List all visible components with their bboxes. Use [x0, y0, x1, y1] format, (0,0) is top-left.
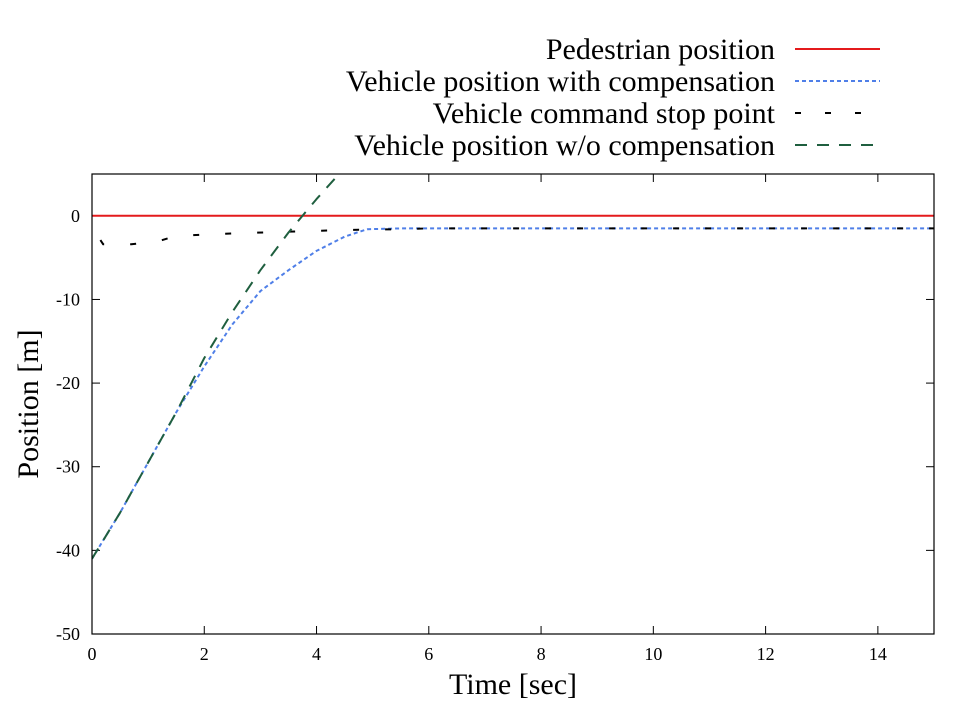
- series-line-vehicle-command-stop-point: [99, 227, 934, 246]
- x-tick-label: 0: [88, 644, 97, 664]
- x-tick-label: 8: [537, 644, 546, 664]
- y-axis-title: Position [m]: [12, 329, 45, 478]
- y-tick-label: 0: [71, 206, 80, 226]
- legend-label-vehicle-position-w-o-compensation: Vehicle position w/o compensation: [354, 129, 775, 162]
- y-tick-label: -10: [56, 289, 80, 309]
- legend-label-vehicle-command-stop-point: Vehicle command stop point: [433, 97, 776, 130]
- plot-frame: [91, 173, 935, 635]
- y-tick-label: -50: [56, 624, 80, 644]
- series-layer: [92, 174, 934, 560]
- y-tick-label: -20: [56, 373, 80, 393]
- series-line-vehicle-position-w-o-compensation: [92, 174, 340, 560]
- x-tick-label: 4: [312, 644, 321, 664]
- series-line-vehicle-position-with-compensation: [92, 227, 934, 560]
- x-tick-label: 10: [644, 644, 662, 664]
- legend-label-pedestrian-position: Pedestrian position: [546, 33, 775, 66]
- legend-label-vehicle-position-with-compensation: Vehicle position with compensation: [346, 65, 775, 98]
- x-axis-title: Time [sec]: [449, 668, 577, 701]
- y-tick-label: -40: [56, 540, 80, 560]
- x-tick-label: 2: [200, 644, 209, 664]
- x-tick-label: 6: [424, 644, 433, 664]
- axis-ticks: 0 2 4 6 8 10 12 14 -50 -40 -30 -20 -10 0: [56, 174, 934, 664]
- x-tick-label: 12: [757, 644, 775, 664]
- x-tick-label: 14: [869, 644, 887, 664]
- y-tick-label: -30: [56, 457, 80, 477]
